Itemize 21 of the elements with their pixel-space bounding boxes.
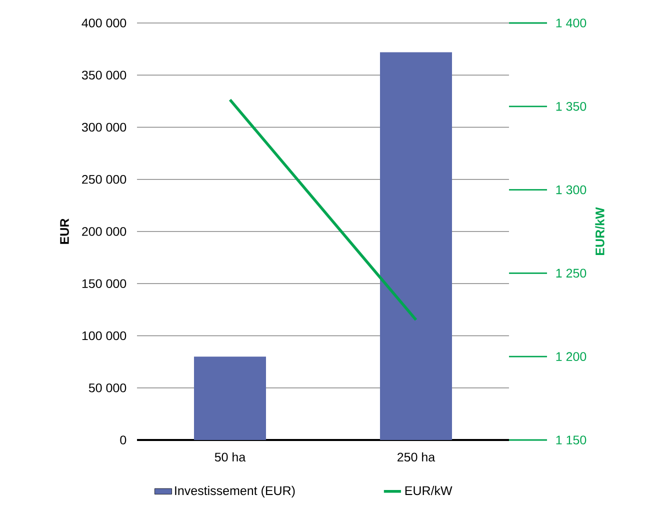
x-tick-label: 250 ha	[398, 452, 436, 462]
y-tick-label: 350 000	[82, 70, 126, 80]
y-tick-label: 150 000	[82, 279, 126, 288]
y-axis-title: EUR	[60, 218, 69, 244]
y2-tick-label: 1 250	[556, 268, 586, 278]
y-tick-label: 0	[120, 436, 126, 444]
y2-tick-label: 1 400	[556, 18, 586, 28]
legend-label: EUR/kW	[405, 486, 452, 496]
y-tick-label: 300 000	[82, 122, 126, 132]
y2-tick-label: 1 200	[556, 352, 586, 362]
y2-tick-label: 1 150	[556, 436, 586, 444]
y-tick-label: 50 000	[88, 383, 126, 392]
y-tick-label: 200 000	[82, 227, 126, 236]
y2-tick-label: 1 350	[556, 102, 586, 111]
y-tick-label: 100 000	[82, 331, 126, 340]
legend-label: Investissement (EUR)	[175, 486, 295, 498]
x-tick-label: 50 ha	[214, 452, 246, 462]
y2-axis-title: EUR/kW	[595, 207, 604, 255]
y-tick-label: 400 000	[82, 18, 126, 28]
y-tick-label: 250 000	[82, 174, 126, 184]
y2-tick-label: 1 300	[556, 185, 586, 194]
